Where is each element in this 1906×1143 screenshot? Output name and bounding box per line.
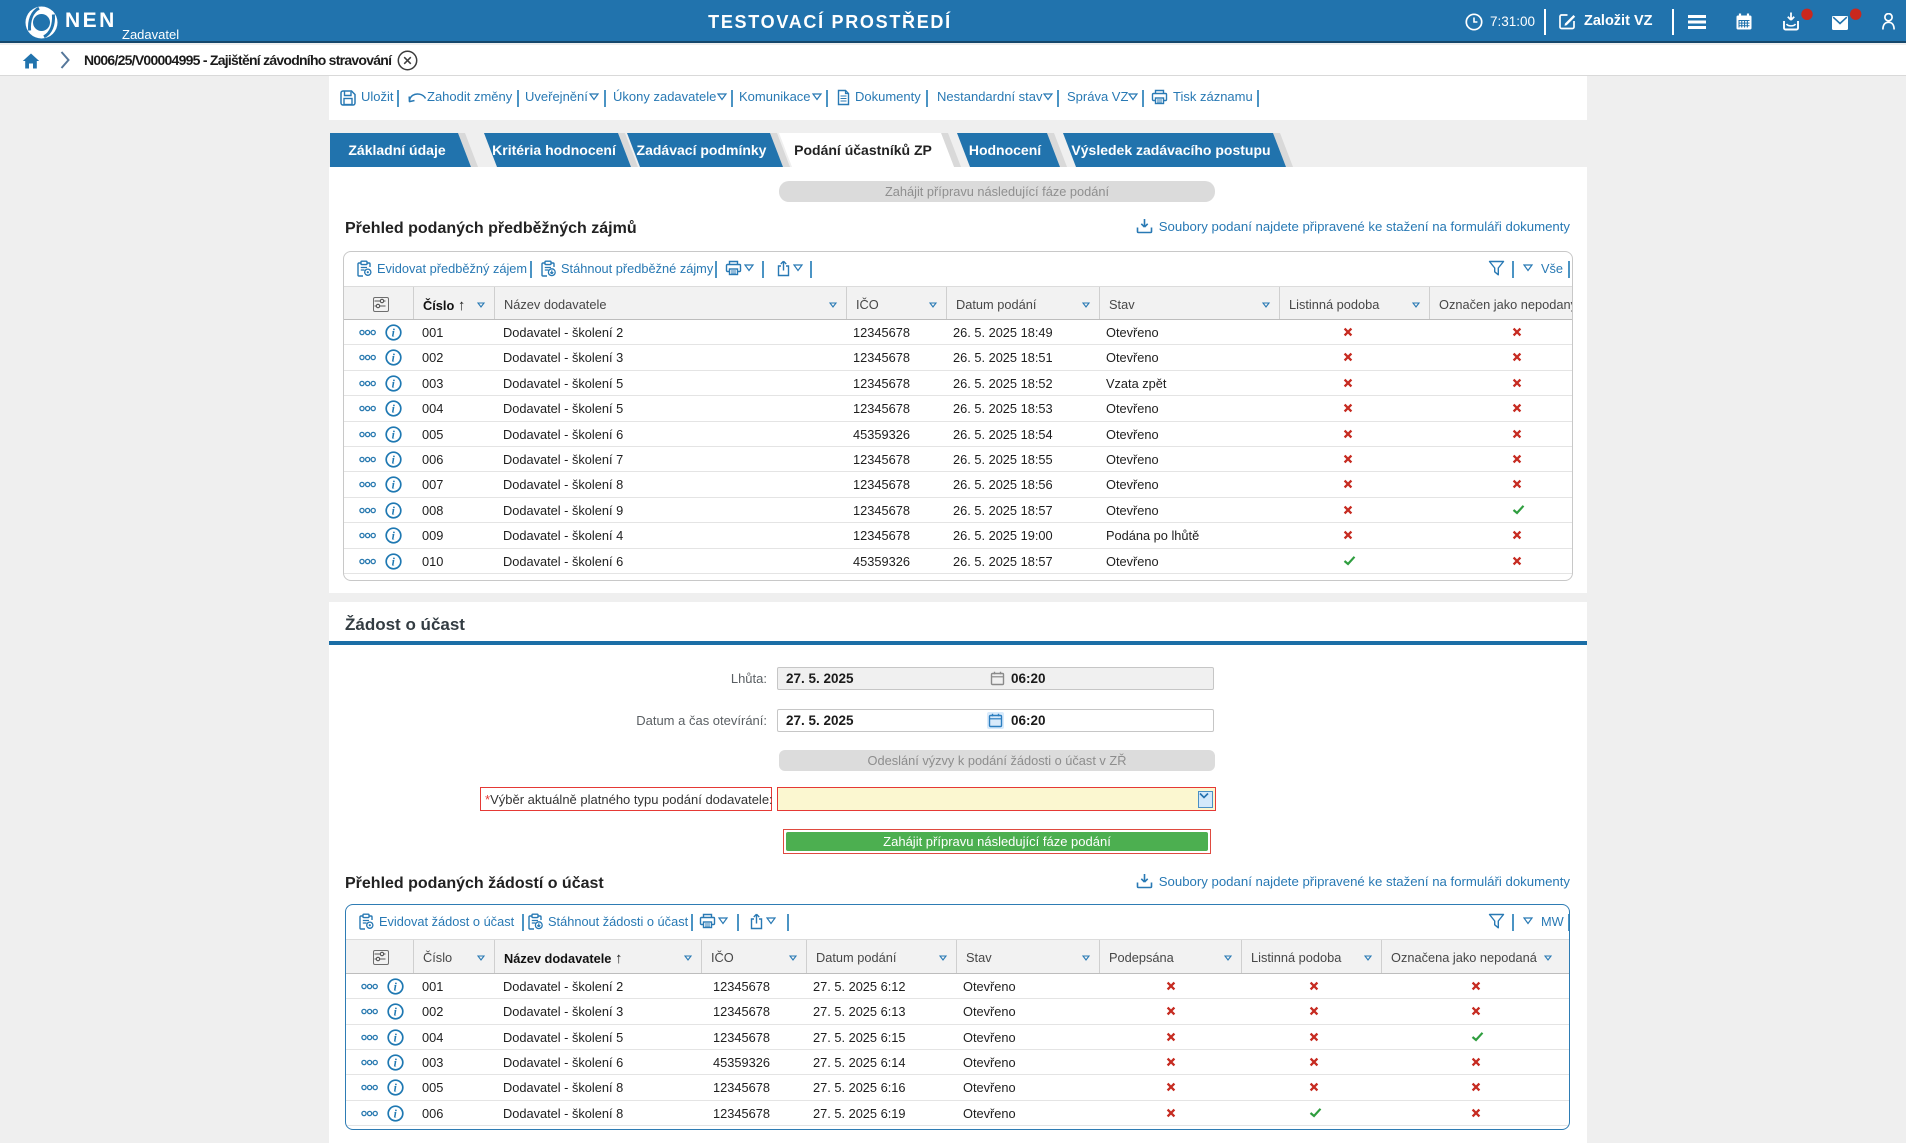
svg-text:i: i	[392, 378, 396, 390]
svg-text:i: i	[392, 556, 396, 568]
svg-text:i: i	[392, 505, 396, 517]
svg-text:i: i	[394, 1083, 398, 1095]
svg-text:Základní údaje: Základní údaje	[348, 142, 445, 158]
svg-text:Kritéria hodnocení: Kritéria hodnocení	[492, 142, 617, 158]
svg-text:Hodnocení: Hodnocení	[969, 142, 1042, 158]
svg-text:i: i	[392, 353, 396, 365]
svg-text:i: i	[392, 455, 396, 467]
svg-text:i: i	[394, 982, 398, 994]
svg-text:i: i	[392, 328, 396, 340]
svg-text:i: i	[392, 429, 396, 441]
svg-text:i: i	[392, 531, 396, 543]
svg-text:i: i	[392, 404, 396, 416]
svg-text:i: i	[394, 1007, 398, 1019]
svg-text:i: i	[394, 1108, 398, 1120]
svg-text:Zadávací podmínky: Zadávací podmínky	[637, 142, 767, 158]
svg-text:i: i	[392, 480, 396, 492]
svg-text:Podání účastníků ZP: Podání účastníků ZP	[794, 142, 932, 158]
svg-text:i: i	[394, 1032, 398, 1044]
svg-text:Výsledek zadávacího postupu: Výsledek zadávacího postupu	[1071, 142, 1270, 158]
svg-text:i: i	[394, 1057, 398, 1069]
